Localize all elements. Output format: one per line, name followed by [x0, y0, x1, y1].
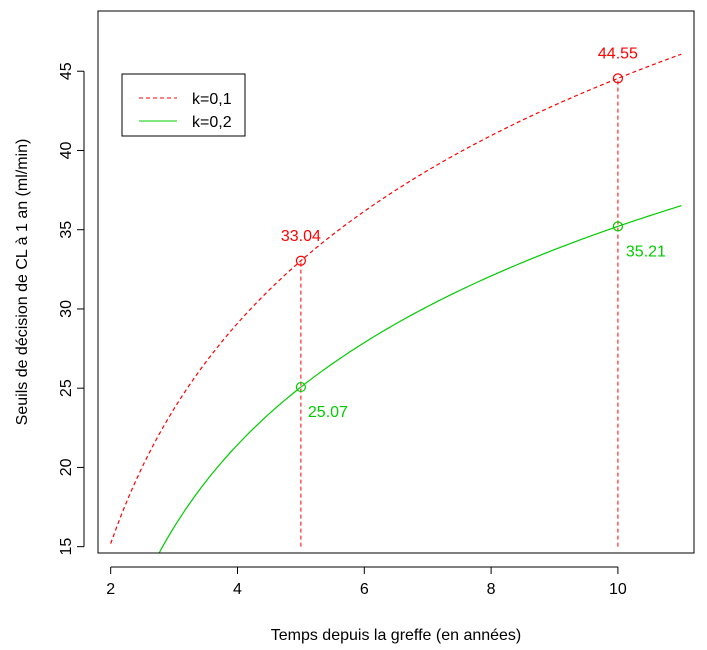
- legend-label-k01: k=0,1: [192, 91, 232, 108]
- y-tick-label: 25: [58, 379, 75, 397]
- plot-frame: [97, 10, 695, 554]
- series-line-k02: [158, 205, 682, 553]
- y-tick-label: 20: [58, 458, 75, 476]
- data-point-marker: [612, 221, 624, 232]
- x-tick-label: 10: [609, 581, 627, 598]
- x-tick-label: 6: [360, 581, 369, 598]
- y-axis-label: Seuils de décision de CL à 1 an (ml/min): [14, 139, 31, 426]
- data-label: 35.21: [626, 243, 666, 260]
- y-tick-label: 30: [58, 300, 75, 318]
- x-axis-label: Temps depuis la greffe (en années): [271, 627, 522, 644]
- x-tick-label: 2: [106, 581, 115, 598]
- legend: k=0,1 k=0,2: [121, 73, 246, 137]
- x-tick-label: 8: [487, 581, 496, 598]
- y-tick-label: 35: [58, 221, 75, 239]
- legend-label-k02: k=0,2: [192, 114, 232, 131]
- y-tick-label: 15: [58, 538, 75, 556]
- data-label: 44.55: [598, 45, 638, 62]
- series-line-k01: [110, 53, 682, 544]
- data-label: 33.04: [281, 228, 321, 245]
- y-tick-label: 45: [58, 62, 75, 80]
- data-point-marker: [612, 73, 624, 84]
- legend-box: [121, 73, 246, 137]
- x-tick-label: 4: [233, 581, 242, 598]
- y-tick-label: 40: [58, 141, 75, 159]
- data-point-marker: [295, 381, 306, 393]
- data-label: 25.07: [308, 404, 348, 421]
- data-point-marker: [295, 255, 306, 266]
